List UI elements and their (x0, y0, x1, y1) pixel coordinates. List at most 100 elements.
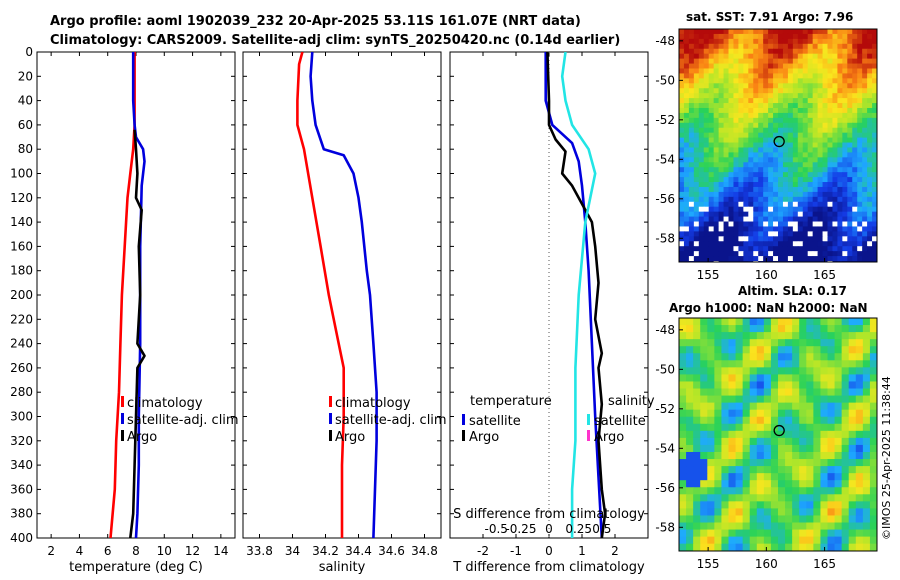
x-tick-label: 14 (213, 544, 228, 558)
legend-label: Argo (335, 430, 365, 445)
legend-label: Argo (594, 430, 624, 445)
map-y-tick-label: -54 (655, 441, 675, 455)
sst-map-field (679, 29, 877, 262)
plot-frame-0 (36, 51, 236, 539)
legend-label: satellite-adj. clim (127, 413, 239, 428)
y-tick-label: 220 (10, 312, 33, 326)
sla-map-frame (678, 317, 878, 552)
x-tick-label: 34.8 (411, 544, 438, 558)
y-tick-label: 360 (10, 482, 33, 496)
legend-label: Argo (469, 430, 499, 445)
x-tick-label: 8 (132, 544, 140, 558)
argo-position-marker (773, 135, 785, 148)
map-x-tick-label: 155 (697, 557, 720, 571)
map-y-tick-label: -52 (655, 113, 675, 127)
series-line-satellite-adj-clim (309, 52, 378, 538)
sla-map-title-1: Altim. SLA: 0.17 (738, 284, 847, 298)
x-tick-label: -2 (477, 544, 489, 558)
top-tick-label: -0.5 (484, 522, 507, 536)
map-y-tick-label: -50 (655, 73, 675, 87)
y-tick-label: 40 (18, 94, 33, 108)
series-line-t-argo (546, 52, 607, 538)
y-tick-label: 0 (25, 45, 33, 59)
x-tick-label: 2 (47, 544, 55, 558)
x-tick-label: 2 (611, 544, 619, 558)
series-line-climatology (296, 52, 345, 538)
map-y-tick-label: -58 (655, 231, 675, 245)
top-axis-label: S difference from climatology (453, 507, 645, 522)
map-y-tick-label: -56 (655, 192, 675, 206)
x-tick-label: 34 (285, 544, 300, 558)
y-tick-label: 260 (10, 361, 33, 375)
y-tick-label: 300 (10, 410, 33, 424)
y-tick-label: 80 (18, 142, 33, 156)
y-tick-label: 200 (10, 288, 33, 302)
sst-map-title: sat. SST: 7.91 Argo: 7.96 (686, 10, 854, 24)
y-tick-label: 320 (10, 434, 33, 448)
top-tick-label: 0.5 (592, 522, 611, 536)
legend-swatch (329, 430, 332, 441)
series-line-s-satellite (560, 52, 597, 538)
legend-swatch (329, 413, 332, 424)
legend-label: Argo (127, 430, 157, 445)
legend-swatch (587, 430, 590, 441)
map-y-tick-label: -52 (655, 402, 675, 416)
x-tick-label: 1 (578, 544, 586, 558)
title-line-2: Climatology: CARS2009. Satellite-adj cli… (50, 33, 621, 48)
map-x-tick-label: 165 (813, 557, 836, 571)
map-y-tick-label: -54 (655, 152, 675, 166)
x-tick-label: 4 (76, 544, 84, 558)
legend-label: satellite (594, 414, 646, 429)
top-tick-label: 0 (545, 522, 553, 536)
series-line-t-satellite (544, 52, 604, 538)
map-x-tick-label: 160 (755, 557, 778, 571)
map-y-tick-label: -48 (655, 34, 675, 48)
legend-swatch (462, 414, 465, 425)
map-x-tick-label: 165 (813, 268, 836, 282)
top-tick-label: 0.25 (565, 522, 592, 536)
x-axis-label: T difference from climatology (452, 560, 645, 575)
legend-swatch (121, 396, 124, 407)
x-tick-label: 34.4 (345, 544, 372, 558)
series-line-argo (129, 129, 146, 538)
x-tick-label: 12 (185, 544, 200, 558)
x-tick-label: 34.2 (312, 544, 339, 558)
legend-label: satellite-adj. clim (335, 413, 447, 428)
x-tick-label: -1 (510, 544, 522, 558)
y-tick-label: 340 (10, 458, 33, 472)
y-tick-label: 100 (10, 167, 33, 181)
legend-swatch (462, 430, 465, 441)
legend-swatch (121, 413, 124, 424)
legend-swatch (121, 430, 124, 441)
x-tick-label: 0 (545, 544, 553, 558)
y-tick-label: 140 (10, 215, 33, 229)
sst-map-frame (678, 28, 878, 263)
legend-label: satellite (469, 414, 521, 429)
y-tick-label: 280 (10, 385, 33, 399)
x-tick-label: 33.8 (246, 544, 273, 558)
title-line-1: Argo profile: aoml 1902039_232 20-Apr-20… (50, 14, 581, 29)
x-axis-label: salinity (319, 560, 366, 575)
legend-title-temperature: temperature (470, 394, 552, 409)
y-tick-label: 120 (10, 191, 33, 205)
y-tick-label: 60 (18, 118, 33, 132)
x-tick-label: 10 (157, 544, 172, 558)
y-tick-label: 160 (10, 239, 33, 253)
x-tick-label: 34.6 (378, 544, 405, 558)
y-tick-label: 380 (10, 507, 33, 521)
legend-title-salinity: salinity (608, 394, 655, 409)
x-tick-label: 6 (104, 544, 112, 558)
x-axis-label: temperature (deg C) (69, 560, 203, 575)
legend-swatch (329, 396, 332, 407)
map-y-tick-label: -56 (655, 481, 675, 495)
map-x-tick-label: 155 (697, 268, 720, 282)
map-y-tick-label: -58 (655, 520, 675, 534)
top-tick-label: -0.25 (505, 522, 536, 536)
map-x-tick-label: 160 (755, 268, 778, 282)
legend-label: climatology (127, 396, 203, 411)
argo-position-marker (773, 424, 785, 437)
y-tick-label: 20 (18, 69, 33, 83)
legend-swatch (587, 414, 590, 425)
sla-map-field (679, 318, 877, 551)
legend-label: climatology (335, 396, 411, 411)
